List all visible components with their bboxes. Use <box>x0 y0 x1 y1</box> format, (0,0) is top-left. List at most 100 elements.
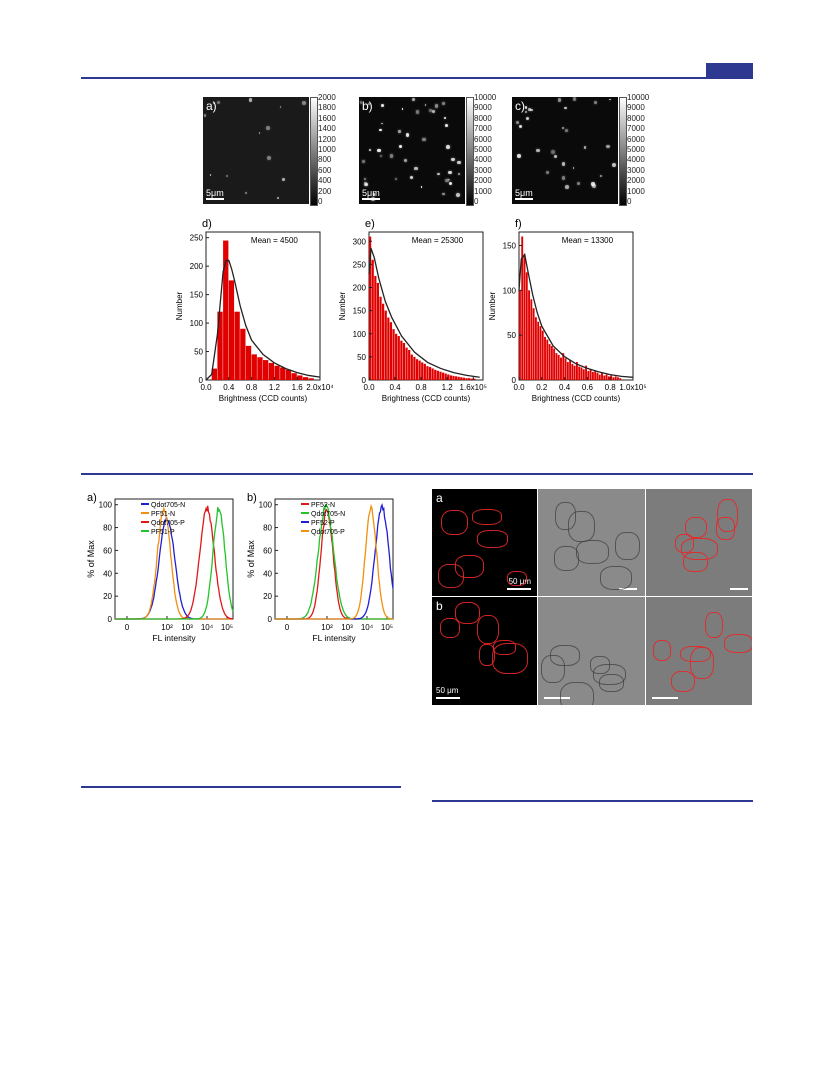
x-tick-label: 0.8 <box>246 383 258 392</box>
confocal-grid: a 50 μm b 50 μm <box>432 489 752 705</box>
histogram-bar <box>587 371 590 380</box>
particle-spot <box>434 104 439 108</box>
micrograph-c: c) 5μm <box>512 97 618 204</box>
particle-spot <box>445 178 449 183</box>
cell-outline <box>555 501 576 530</box>
legend-label: Qdot705-P <box>311 529 345 536</box>
histogram-bar <box>297 375 303 380</box>
panel-label: e) <box>365 218 375 230</box>
particle-spot <box>611 163 616 168</box>
histogram-d: 0.0 0.4 0.8 1.2 1.6 2.0x10⁴ 0 50 100 150 200 250 Bri… <box>175 218 334 403</box>
scale-label-confocal-b: 50 μm <box>436 686 459 695</box>
histogram-bar <box>546 339 549 380</box>
y-tick-label: 100 <box>259 501 273 510</box>
confocal-b-merged <box>646 597 752 705</box>
legend-label: PF52-P <box>311 520 335 527</box>
y-tick-label: 200 <box>190 262 204 271</box>
x-tick-label: 10³ <box>181 623 193 632</box>
x-tick-label: 0.2 <box>536 383 548 392</box>
y-axis-label: % of Max <box>86 540 96 578</box>
cell-outline <box>553 546 580 571</box>
histogram-bar <box>580 367 583 380</box>
y-tick-label: 60 <box>103 546 112 555</box>
histogram-bar <box>423 363 426 380</box>
particle-spot <box>395 178 398 181</box>
x-axis-label: FL intensity <box>152 633 196 643</box>
cell-outline <box>441 509 469 535</box>
particle-spot <box>458 173 461 176</box>
histogram-bar <box>291 373 297 380</box>
y-tick-label: 150 <box>190 291 204 300</box>
particle-spot <box>389 154 394 158</box>
histogram-bar <box>376 282 380 380</box>
particle-spot <box>399 145 403 149</box>
histogram-bar <box>473 378 476 380</box>
histogram-bar <box>452 375 455 380</box>
x-tick-label: 1.6 <box>292 383 304 392</box>
particle-spot <box>524 111 527 114</box>
histogram-bar <box>560 357 562 380</box>
histogram-bar <box>439 371 442 380</box>
particle-spot <box>281 178 285 181</box>
series-line <box>275 503 394 620</box>
cell-outline <box>471 508 503 525</box>
particle-spot <box>557 98 562 102</box>
mean-annotation: Mean = 4500 <box>251 236 298 245</box>
histogram-bar <box>457 376 460 380</box>
x-tick-label: 2.0x10⁴ <box>306 383 334 392</box>
y-tick-label: 0 <box>108 615 113 624</box>
particle-spot <box>551 149 556 154</box>
histogram-bar <box>228 280 235 380</box>
figure-divider <box>81 473 753 475</box>
particle-spot <box>577 182 581 186</box>
mean-annotation: Mean = 13300 <box>562 236 614 245</box>
histogram-bar <box>465 378 468 380</box>
cell-outline <box>690 646 714 680</box>
particle-spot <box>515 120 519 124</box>
cell-outline <box>560 681 595 705</box>
histogram-bar <box>607 376 610 380</box>
particle-spot <box>446 144 450 149</box>
histogram-bar <box>601 372 603 380</box>
fit-curve <box>368 247 480 378</box>
histogram-bar <box>374 275 377 380</box>
particle-spot <box>449 181 453 186</box>
scale-bar <box>652 697 678 699</box>
x-tick-label: 0.4 <box>559 383 571 392</box>
cell-outline <box>683 551 708 572</box>
colorbar-ticks-a: 2000 1800 1600 1400 1200 1000 800 600 400 200 0 <box>318 93 336 207</box>
particle-spot <box>279 106 282 108</box>
particle-spot <box>420 186 423 188</box>
particle-spot <box>379 128 382 132</box>
micrograph-a: a) 5μm <box>203 97 309 204</box>
scale-bar <box>507 588 531 590</box>
x-tick-label: 10⁵ <box>221 623 233 632</box>
y-tick-label: 50 <box>507 331 516 340</box>
cell-outline <box>600 566 633 590</box>
particle-spot <box>245 192 248 195</box>
histogram-bar <box>379 296 382 380</box>
histogram-bar <box>530 299 533 380</box>
histogram-bar <box>395 333 398 380</box>
particle-spot <box>572 97 577 101</box>
y-tick-label: 100 <box>190 319 204 328</box>
particle-spot <box>591 182 595 186</box>
particle-spot <box>397 129 401 133</box>
histogram-bar <box>454 376 458 380</box>
particle-spot <box>380 103 384 107</box>
histogram-bar <box>400 340 403 380</box>
histogram-bar <box>240 328 246 380</box>
particle-spot <box>379 155 383 158</box>
histogram-bar <box>441 372 445 380</box>
particle-spot <box>265 126 270 130</box>
cell-outline <box>670 670 696 692</box>
particle-spot <box>525 117 529 121</box>
histogram-bar <box>564 358 567 380</box>
particle-spot <box>545 170 549 174</box>
confocal-label-a: a <box>436 491 443 505</box>
histogram-bar <box>582 369 585 380</box>
cell-outline <box>540 655 565 684</box>
y-tick-label: 0 <box>512 376 517 385</box>
histogram-f: 0.0 0.2 0.4 0.6 0.8 1.0x10⁵ 0 50 100 150 Brightnes… <box>488 218 647 403</box>
histogram-bar <box>617 377 619 380</box>
